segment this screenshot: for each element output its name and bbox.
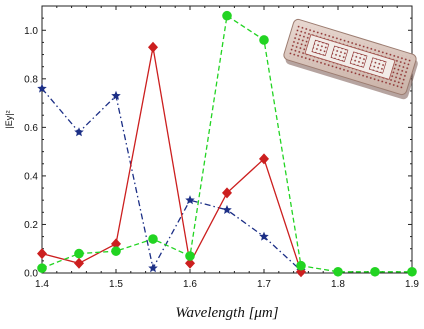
axis-labels: Wavelength [μm] |Ey|² [4, 110, 279, 321]
y-tick-label: 0.4 [24, 171, 38, 182]
data-point-circle [222, 10, 232, 21]
y-tick-label: 0.2 [24, 220, 38, 231]
data-point-circle [296, 260, 306, 271]
x-tick-label: 1.7 [257, 279, 271, 290]
data-point-star [185, 195, 195, 205]
series-1 [37, 41, 306, 278]
x-tick-label: 1.5 [109, 279, 123, 290]
data-point-star [259, 231, 269, 241]
data-point-circle [259, 35, 269, 45]
x-axis-label: Wavelength [μm] [175, 305, 278, 321]
y-tick-label: 0.6 [24, 123, 38, 134]
data-point-diamond [222, 187, 232, 199]
axes: 1.4 1.5 1.6 1.7 1.8 1.9 0.0 0.2 0.4 0.6 0.8 1.0 [24, 5, 419, 290]
x-tick-label: 1.8 [331, 279, 345, 290]
data-point-circle [74, 248, 84, 259]
data-point-star [148, 263, 158, 273]
cavity-block [330, 45, 349, 62]
series-line [41, 88, 302, 272]
data-point-star [74, 127, 84, 137]
data-point-diamond [259, 153, 269, 165]
data-point-circle [185, 251, 195, 261]
nanostructure-device-icon [283, 18, 418, 100]
x-tick-label: 1.4 [35, 279, 49, 290]
data-point-diamond [74, 257, 84, 269]
x-tick-label: 1.9 [405, 279, 419, 290]
data-point-diamond [148, 41, 158, 53]
inset-device-image [283, 18, 418, 100]
data-point-star [111, 90, 121, 100]
series-0 [37, 83, 306, 275]
series-line [41, 47, 302, 272]
series-group [37, 10, 417, 278]
data-point-circle [370, 266, 380, 277]
series-2 [37, 10, 417, 277]
y-tick-label: 0.8 [24, 74, 38, 85]
data-point-circle [111, 246, 121, 256]
x-tick-label: 1.6 [183, 279, 197, 290]
data-point-circle [407, 266, 417, 277]
data-point-diamond [111, 238, 121, 250]
data-point-star [222, 204, 232, 214]
y-tick-label: 1.0 [24, 26, 38, 37]
cavity-block [368, 57, 387, 74]
data-point-circle [148, 234, 158, 244]
cavity-block [311, 39, 330, 57]
data-point-diamond [185, 257, 195, 269]
series-line [41, 14, 412, 273]
y-tick-label: 0.0 [24, 269, 38, 280]
cavity-block [349, 51, 368, 68]
y-axis-label: |Ey|² [4, 110, 14, 128]
data-point-star [37, 83, 47, 93]
data-point-circle [37, 263, 47, 273]
data-point-circle [333, 266, 343, 277]
data-point-diamond [37, 248, 47, 260]
